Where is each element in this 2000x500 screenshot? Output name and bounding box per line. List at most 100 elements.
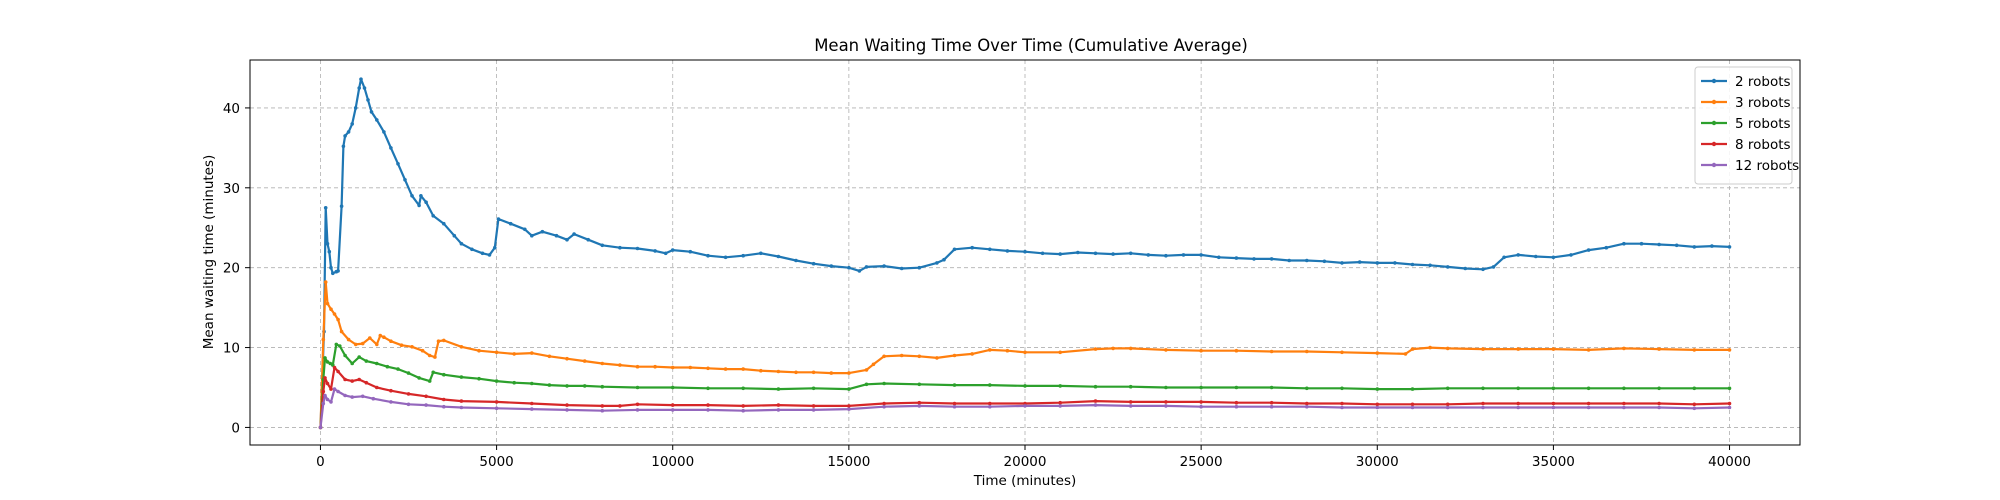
y-tick-label: 10 [223,341,240,357]
data-point [917,354,922,359]
data-point [1058,400,1062,405]
data-point [741,367,745,371]
data-point [396,162,400,166]
data-point [1551,386,1556,391]
data-point [970,352,974,356]
data-point [350,361,355,366]
data-point [1093,399,1098,403]
data-point [371,396,376,401]
data-point [600,408,605,413]
data-point [635,385,640,390]
data-point [794,258,798,263]
data-point [988,247,992,252]
data-point [882,354,886,359]
data-point [410,345,414,349]
data-point [547,354,552,359]
data-point [1657,386,1661,391]
data-point [776,254,781,259]
data-point [1269,385,1274,390]
data-point [706,386,710,391]
data-point [1445,402,1450,407]
data-point [1727,245,1732,249]
data-point [378,333,383,338]
data-point [389,388,393,393]
data-point [325,381,330,386]
data-point [1586,248,1591,252]
data-point [1551,401,1556,406]
data-point [1375,261,1380,265]
legend-marker [1711,99,1717,105]
data-point [554,233,559,238]
data-point [882,401,886,406]
data-point [329,400,333,404]
data-point [410,194,414,198]
data-point [635,408,640,412]
data-point [1217,255,1221,260]
data-point [364,380,369,385]
data-point [530,401,534,406]
data-point [1445,386,1450,391]
data-point [350,379,355,383]
data-point [353,106,358,110]
y-tick-label: 0 [231,420,240,436]
legend-marker [1711,120,1717,126]
data-point [776,369,781,374]
data-point [323,393,327,398]
data-point [1692,386,1697,391]
data-point [811,408,816,412]
data-point [431,370,436,375]
data-point [811,370,816,375]
data-point [741,408,745,413]
data-point [459,345,464,349]
data-point [321,401,326,406]
data-point [487,253,492,257]
data-point [1340,386,1344,391]
data-point [582,359,587,363]
data-point [403,178,407,182]
data-point [565,403,569,407]
data-point [1463,266,1468,271]
data-point [334,342,339,347]
data-point [493,245,497,250]
data-point [1340,350,1344,355]
data-point [350,122,355,126]
data-point [540,229,545,234]
data-point [1164,404,1168,408]
data-point [917,382,922,387]
data-point [1586,401,1591,406]
data-point [952,404,957,409]
data-point [325,241,330,246]
data-point [343,134,347,138]
data-point [357,377,362,382]
data-point [706,408,710,412]
data-point [618,363,622,367]
data-point [459,405,464,410]
data-point [1639,241,1644,246]
data-point [600,384,605,389]
series-lines [318,77,1732,430]
data-point [1481,386,1485,391]
chart-title: Mean Waiting Time Over Time (Cumulative … [814,36,1248,55]
data-point [1111,252,1115,256]
data-point [1516,347,1520,351]
data-point [952,401,957,406]
data-point [375,385,379,390]
legend-marker [1711,162,1717,168]
data-point [882,404,886,409]
series-1 [318,77,1732,430]
data-point [353,342,358,347]
data-point [329,265,333,270]
x-axis-label: Time (minutes) [973,473,1077,489]
legend-entry: 3 robots [1701,95,1791,111]
y-tick-label: 20 [223,261,240,277]
data-point [586,237,590,242]
data-point [1502,255,1506,260]
data-point [1692,402,1697,407]
data-point [332,312,337,316]
data-point [369,110,374,114]
data-point [1058,404,1062,408]
series-4 [318,365,1732,430]
data-point [389,400,393,404]
y-tick-label: 40 [223,101,240,117]
data-point [776,408,781,412]
